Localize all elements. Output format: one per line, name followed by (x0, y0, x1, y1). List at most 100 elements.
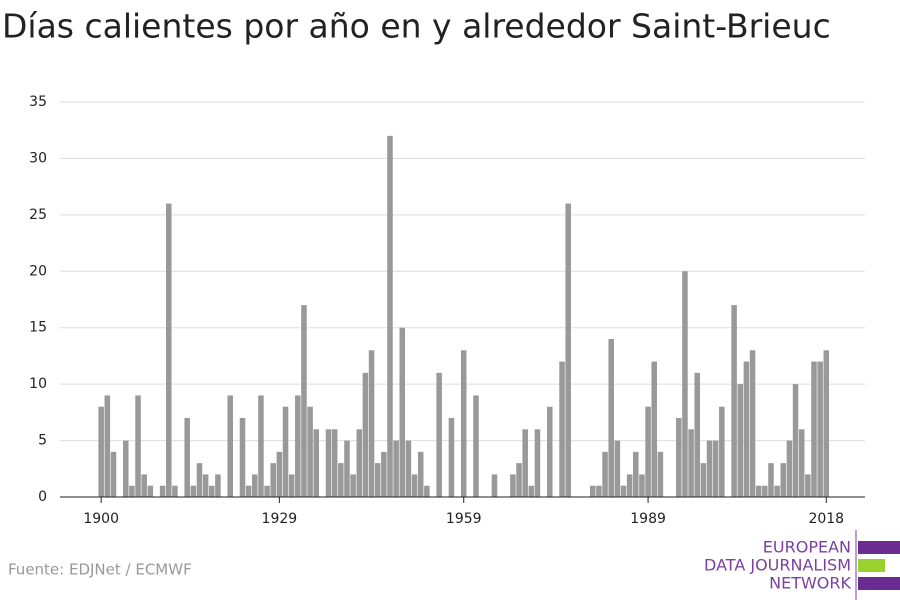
y-tick-label: 35 (29, 94, 47, 110)
bar (110, 451, 117, 497)
logo-text: EUROPEAN (763, 538, 851, 557)
bar (252, 474, 258, 497)
x-tick-label: 1900 (83, 511, 119, 527)
bar (639, 474, 645, 497)
bar (823, 350, 830, 497)
y-tick-label: 30 (29, 150, 47, 166)
logo-bar (858, 577, 900, 590)
bar (313, 429, 320, 497)
logo-text: DATA JOURNALISM (704, 556, 851, 575)
bar (614, 440, 621, 497)
bar (325, 429, 332, 497)
bar (227, 395, 233, 497)
bar (417, 451, 424, 497)
bar (411, 474, 418, 497)
bar (215, 474, 221, 497)
bar (307, 406, 313, 497)
bar (301, 305, 307, 497)
x-tick-label: 1959 (446, 511, 482, 527)
logo-text: NETWORK (769, 574, 851, 593)
bar (534, 429, 541, 497)
bar (596, 485, 602, 497)
bar (688, 429, 694, 497)
bar (184, 418, 190, 497)
bar (331, 429, 338, 497)
bar (633, 451, 639, 497)
bar (344, 440, 350, 497)
bar (774, 485, 780, 497)
bar (374, 463, 381, 497)
bar (270, 463, 276, 497)
bar (245, 485, 252, 497)
bar (590, 485, 596, 497)
bar (190, 485, 197, 497)
bar (694, 372, 701, 497)
bar (129, 485, 135, 497)
y-tick-label: 5 (38, 433, 47, 449)
bar (805, 474, 811, 497)
bar (719, 406, 725, 497)
y-tick-label: 20 (29, 263, 47, 279)
bar (559, 361, 565, 497)
bar (295, 395, 301, 497)
bar (196, 463, 203, 497)
x-tick-label: 1929 (262, 511, 298, 527)
bar (387, 135, 393, 497)
bar (645, 406, 651, 497)
bar (528, 485, 535, 497)
bar (602, 451, 608, 497)
bar (264, 485, 270, 497)
logo: EUROPEAN DATA JOURNALISM NETWORK (704, 530, 900, 600)
bar (706, 440, 713, 497)
bar (166, 203, 172, 498)
bar (436, 372, 442, 497)
bar (424, 485, 430, 497)
bar (258, 395, 264, 497)
bar (731, 305, 737, 497)
bar (239, 418, 246, 497)
bar (786, 440, 793, 497)
bar (122, 440, 129, 497)
bar (626, 474, 633, 497)
bar (657, 451, 664, 497)
bar (749, 350, 756, 497)
bar (817, 361, 823, 497)
bar (712, 440, 719, 497)
bar (448, 418, 455, 497)
bar (288, 474, 295, 497)
bar (608, 339, 614, 497)
bar (393, 440, 399, 497)
bar (676, 418, 682, 497)
bar (755, 485, 762, 497)
bar (362, 372, 369, 497)
x-tick-label: 2018 (808, 511, 844, 527)
chart-title: Días calientes por año en y alrededor Sa… (2, 7, 831, 46)
bar (516, 463, 522, 497)
bar (565, 203, 571, 498)
bar (338, 463, 344, 497)
bar (98, 406, 104, 497)
logo-bar (858, 559, 885, 572)
bar (202, 474, 209, 497)
source: Fuente: EDJNet / ECMWF (8, 561, 192, 579)
bar (546, 406, 553, 497)
bar (460, 350, 467, 497)
bar (491, 474, 498, 497)
bar (620, 485, 627, 497)
bar (780, 463, 787, 497)
bar (737, 384, 744, 497)
y-tick-label: 15 (29, 320, 47, 336)
bar (522, 429, 528, 497)
bar (276, 451, 283, 497)
bar (147, 485, 154, 497)
bar (798, 429, 805, 497)
y-tick-label: 25 (29, 207, 47, 223)
bar (135, 395, 141, 497)
bar (651, 361, 657, 497)
bar (356, 429, 363, 497)
bar (510, 474, 516, 497)
bar (792, 384, 799, 497)
bar (350, 474, 356, 497)
bar (141, 474, 147, 497)
